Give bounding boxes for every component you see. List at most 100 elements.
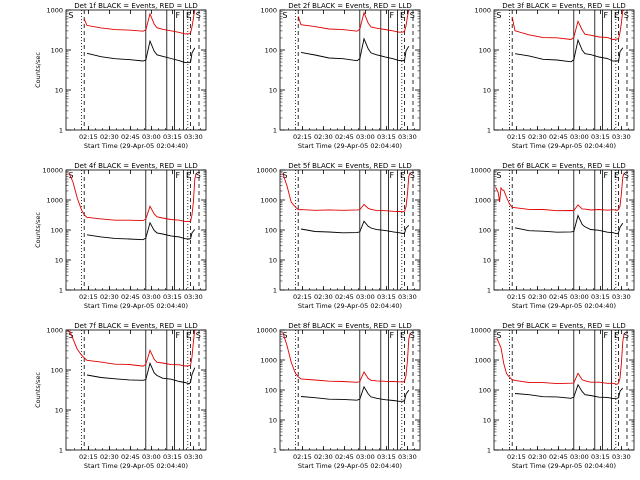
y-tick-label: 1 [273,127,277,135]
x-tick-label: 03:15 [591,453,610,461]
y-tick-label: 1000 [46,197,63,205]
flag-label: E [186,171,191,180]
y-tick-label: 1 [59,127,63,135]
x-tick-label: 02:30 [528,293,547,301]
y-tick-label: 10 [55,87,63,95]
y-tick-label: 10 [55,257,63,265]
x-tick-label: 03:00 [356,453,375,461]
panel-title: Det 6f BLACK = Events, RED = LLD [502,162,625,170]
flag-label: F [176,11,181,20]
x-tick-label: 03:15 [163,133,182,141]
flag-label: S [196,331,201,340]
y-tick-label: 10 [483,87,491,95]
x-tick-label: 02:15 [79,453,98,461]
x-tick-label: 03:15 [591,133,610,141]
x-tick-label: 03:15 [377,133,396,141]
flag-label: E [614,331,619,340]
y-tick-label: 1000 [474,357,491,365]
y-tick-label: 1 [487,447,491,455]
y-tick-label: 100 [479,47,491,55]
y-tick-label: 10 [483,417,491,425]
y-tick-label: 1000 [260,197,277,205]
y-tick-label: 100 [51,367,63,375]
x-tick-label: 03:30 [612,133,631,141]
x-tick-label: 03:15 [591,293,610,301]
flag-label: S [196,171,201,180]
y-tick-label: 100 [265,47,277,55]
x-tick-label: 03:00 [356,293,375,301]
y-axis-label: Counts/sec [34,372,42,408]
flag-label: S [496,171,501,180]
x-tick-label: 03:00 [570,133,589,141]
y-tick-label: 1 [59,447,63,455]
x-tick-label: 02:15 [293,133,312,141]
panel-title: Det 2f BLACK = Events, RED = LLD [288,2,411,10]
x-tick-label: 02:45 [549,133,568,141]
x-tick-label: 02:30 [528,133,547,141]
x-tick-label: 02:30 [528,453,547,461]
y-axis-label: Counts/sec [34,52,42,88]
flag-label: E [186,331,191,340]
y-tick-label: 100 [479,387,491,395]
y-tick-label: 1 [487,127,491,135]
x-tick-label: 03:00 [142,293,161,301]
flag-label: S [496,11,501,20]
y-tick-label: 10000 [470,167,491,175]
x-axis-label: Start Time (29-Apr-05 02:04:40) [298,302,402,310]
y-axis-label: Counts/sec [34,212,42,248]
x-tick-label: 02:45 [549,453,568,461]
y-tick-label: 10000 [256,327,277,335]
x-axis-label: Start Time (29-Apr-05 02:04:40) [84,302,188,310]
x-tick-label: 02:15 [507,453,526,461]
x-tick-label: 02:15 [507,133,526,141]
figure-background [0,0,640,480]
x-tick-label: 02:30 [100,453,119,461]
flag-label: E [400,171,405,180]
x-tick-label: 03:00 [570,293,589,301]
x-tick-label: 03:30 [398,453,417,461]
x-tick-label: 02:30 [314,133,333,141]
y-tick-label: 1000 [46,327,63,335]
flag-label: E [400,331,405,340]
x-tick-label: 02:15 [79,133,98,141]
x-tick-label: 03:30 [184,293,203,301]
x-tick-label: 03:00 [142,133,161,141]
y-tick-label: 1 [487,287,491,295]
x-tick-label: 02:15 [293,453,312,461]
x-axis-label: Start Time (29-Apr-05 02:04:40) [512,462,616,470]
y-tick-label: 10 [483,257,491,265]
x-tick-label: 02:45 [335,133,354,141]
x-tick-label: 02:30 [100,133,119,141]
x-tick-label: 02:45 [121,453,140,461]
panel-title: Det 7f BLACK = Events, RED = LLD [74,322,197,330]
flag-label: E [186,11,191,20]
panel-title: Det 3f BLACK = Events, RED = LLD [502,2,625,10]
y-tick-label: 100 [265,227,277,235]
x-tick-label: 03:15 [163,293,182,301]
x-tick-label: 02:45 [549,293,568,301]
flag-label: S [624,11,629,20]
panel-title: Det 1f BLACK = Events, RED = LLD [74,2,197,10]
flag-label: S [196,11,201,20]
x-tick-label: 03:30 [612,293,631,301]
y-tick-label: 1000 [260,7,277,15]
y-tick-label: 10000 [42,167,63,175]
x-tick-label: 03:15 [377,293,396,301]
flag-label: F [390,11,395,20]
y-tick-label: 10 [269,417,277,425]
y-tick-label: 1000 [474,197,491,205]
panel-title: Det 9f BLACK = Events, RED = LLD [502,322,625,330]
y-tick-label: 10000 [470,327,491,335]
y-tick-label: 10 [55,407,63,415]
x-tick-label: 02:45 [121,293,140,301]
flag-label: F [604,331,609,340]
x-tick-label: 03:30 [184,453,203,461]
y-tick-label: 1000 [46,7,63,15]
flag-label: S [68,171,73,180]
x-axis-label: Start Time (29-Apr-05 02:04:40) [84,462,188,470]
y-tick-label: 100 [479,227,491,235]
flag-label: F [390,171,395,180]
y-tick-label: 1 [273,287,277,295]
flag-label: F [176,331,181,340]
x-axis-label: Start Time (29-Apr-05 02:04:40) [298,462,402,470]
